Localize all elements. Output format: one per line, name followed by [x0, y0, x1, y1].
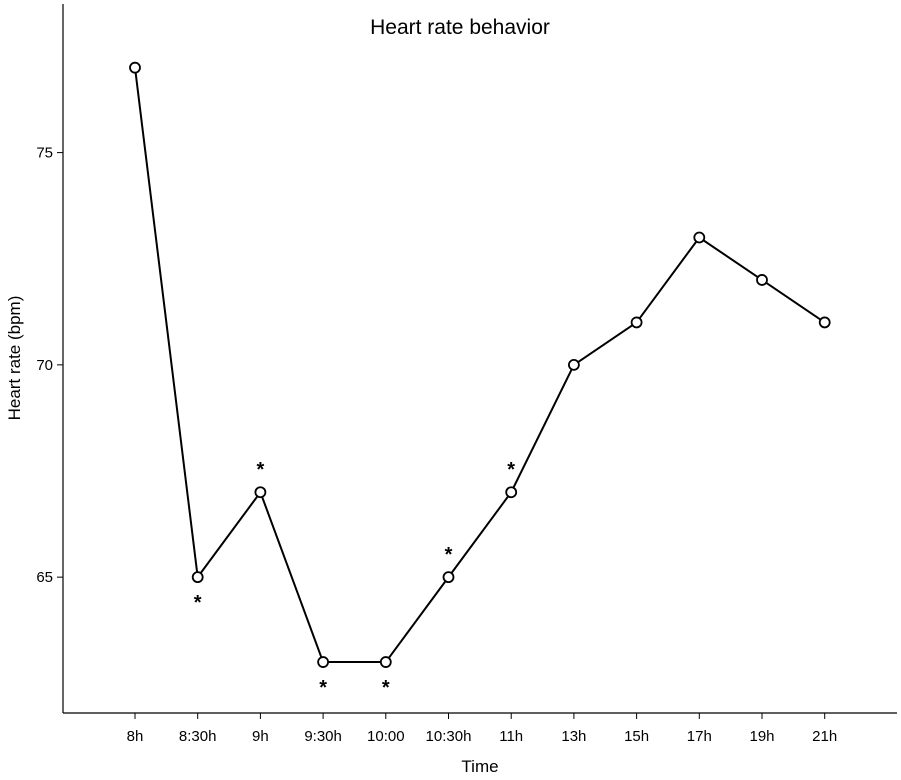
significance-marker: * [382, 677, 390, 699]
data-point [191, 571, 204, 584]
data-point [317, 656, 330, 668]
significance-marker: * [445, 544, 453, 566]
x-tick-label: 19h [749, 728, 774, 745]
x-tick-label: 17h [687, 728, 712, 745]
x-tick-label: 9h [252, 728, 269, 745]
x-tick-label: 11h [499, 728, 523, 745]
series-line [134, 67, 826, 664]
data-point [254, 486, 267, 499]
data-point [818, 316, 831, 329]
significance-marker: * [257, 459, 265, 481]
y-tick-label: 70 [36, 357, 53, 374]
x-axis-title: Time [461, 757, 498, 775]
significance-marker: * [319, 677, 327, 699]
data-point [379, 656, 392, 668]
x-tick-label: 10:30h [426, 728, 472, 745]
x-tick-label: 9:30h [304, 728, 342, 745]
x-tick-label: 13h [561, 728, 586, 745]
significance-marker: * [507, 459, 515, 481]
data-point [442, 571, 455, 584]
data-point [568, 358, 580, 371]
x-tick-label: 15h [624, 728, 649, 745]
y-tick-label: 75 [36, 145, 53, 162]
data-point [505, 486, 518, 499]
plot-area: 65 70 75 8h 8:30h 9h 9:30h 10:00 10:30h 11h 13h 15h… [36, 61, 837, 745]
data-point [129, 61, 141, 74]
data-point [693, 231, 706, 244]
x-tick-label: 8h [127, 728, 144, 745]
x-tick-label: 21h [812, 728, 837, 745]
data-point [630, 316, 643, 329]
data-point [756, 274, 768, 286]
chart-title: Heart rate behavior [370, 16, 550, 39]
y-axis-title: Heart rate (bpm) [5, 296, 24, 421]
significance-marker: * [194, 592, 202, 614]
x-tick-label: 10:00 [367, 728, 405, 745]
y-tick-label: 65 [36, 569, 53, 586]
x-tick-label: 8:30h [179, 728, 217, 745]
